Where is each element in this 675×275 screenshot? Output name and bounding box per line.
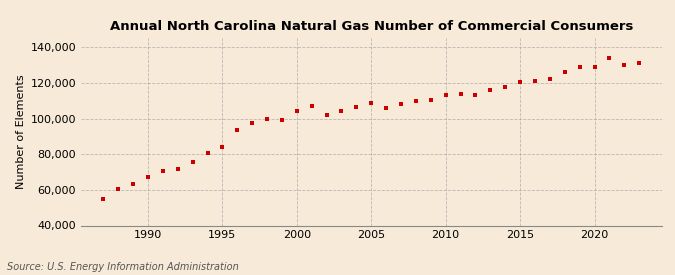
Point bbox=[247, 121, 258, 125]
Point bbox=[604, 56, 615, 60]
Point bbox=[157, 169, 168, 173]
Point bbox=[217, 145, 227, 149]
Point bbox=[306, 104, 317, 108]
Point bbox=[128, 182, 138, 186]
Point bbox=[366, 100, 377, 105]
Point bbox=[634, 61, 645, 66]
Point bbox=[574, 65, 585, 69]
Point bbox=[455, 92, 466, 96]
Point bbox=[410, 99, 421, 103]
Point bbox=[560, 70, 570, 75]
Title: Annual North Carolina Natural Gas Number of Commercial Consumers: Annual North Carolina Natural Gas Number… bbox=[109, 20, 633, 33]
Point bbox=[321, 113, 332, 117]
Point bbox=[336, 108, 347, 113]
Point bbox=[232, 128, 243, 133]
Point bbox=[292, 108, 302, 113]
Text: Source: U.S. Energy Information Administration: Source: U.S. Energy Information Administ… bbox=[7, 262, 238, 272]
Point bbox=[202, 151, 213, 156]
Point bbox=[113, 187, 124, 191]
Y-axis label: Number of Elements: Number of Elements bbox=[16, 75, 26, 189]
Point bbox=[515, 80, 526, 84]
Point bbox=[619, 63, 630, 67]
Point bbox=[351, 105, 362, 109]
Point bbox=[396, 102, 406, 107]
Point bbox=[172, 166, 183, 171]
Point bbox=[440, 93, 451, 98]
Point bbox=[470, 93, 481, 98]
Point bbox=[545, 76, 556, 81]
Point bbox=[500, 85, 510, 90]
Point bbox=[530, 79, 541, 83]
Point bbox=[381, 106, 392, 110]
Point bbox=[187, 160, 198, 164]
Point bbox=[589, 65, 600, 69]
Point bbox=[262, 116, 273, 121]
Point bbox=[98, 197, 109, 201]
Point bbox=[277, 117, 288, 122]
Point bbox=[142, 174, 153, 179]
Point bbox=[425, 98, 436, 102]
Point bbox=[485, 88, 495, 92]
